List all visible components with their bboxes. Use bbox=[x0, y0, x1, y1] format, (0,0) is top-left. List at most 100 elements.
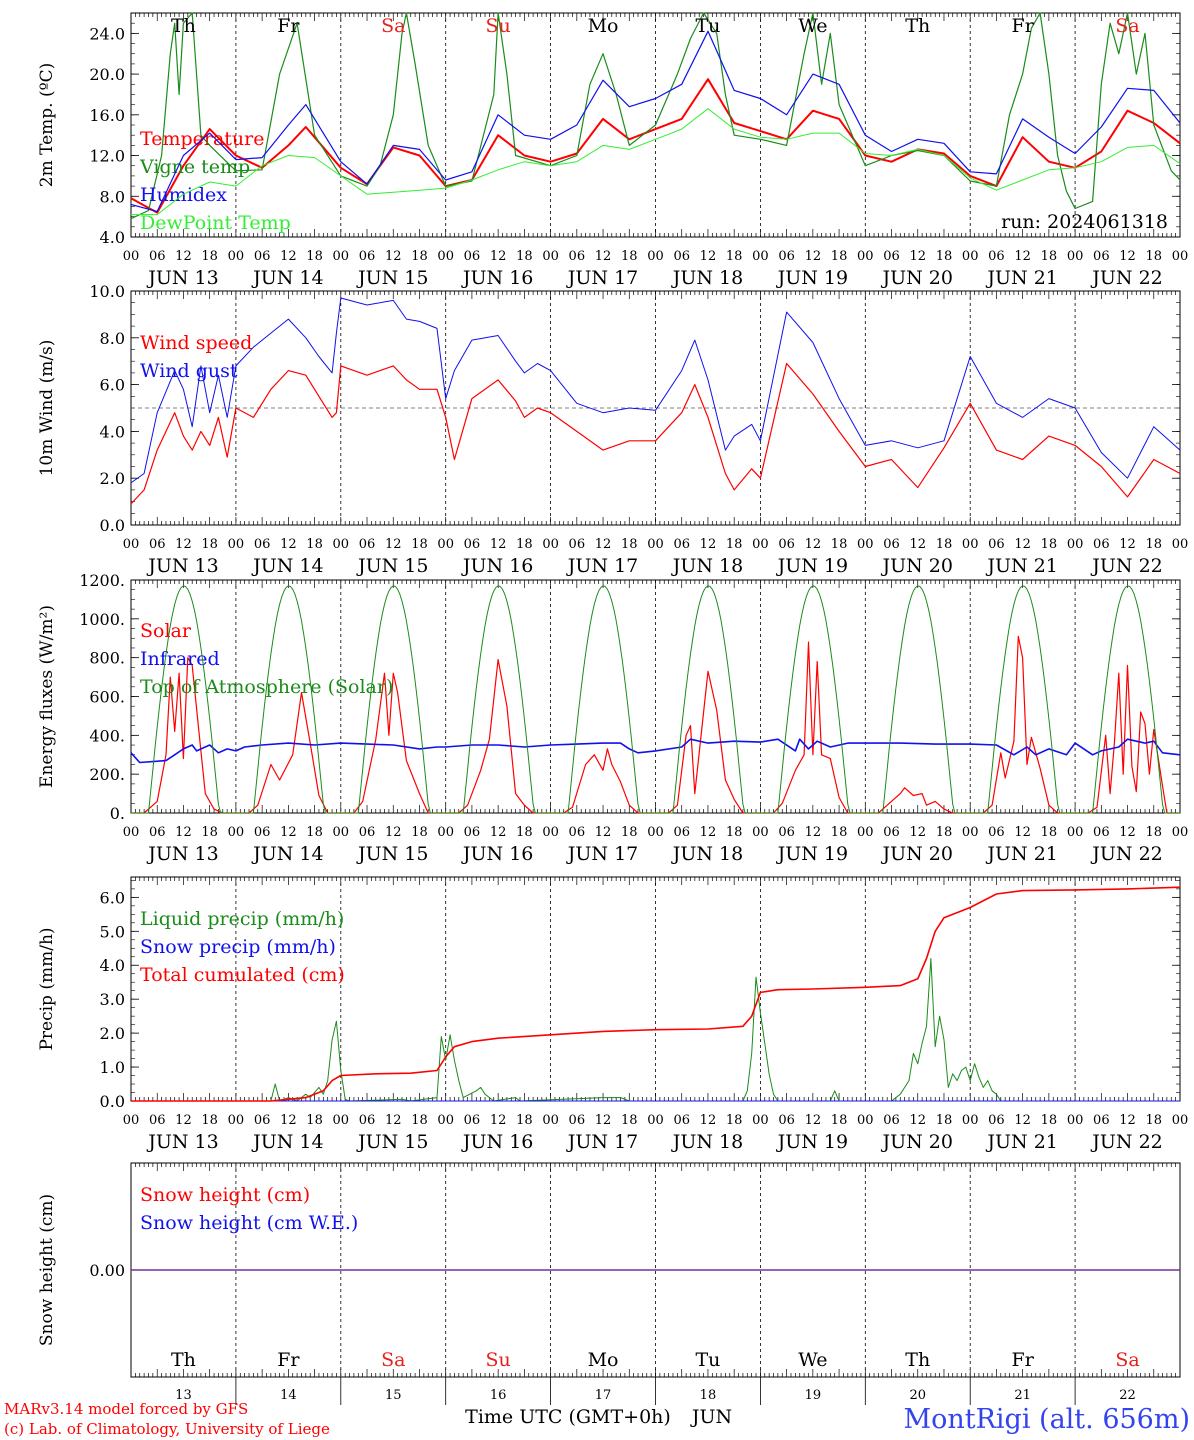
hour-tick-label: 06 bbox=[883, 825, 900, 840]
date-label: JUN 18 bbox=[671, 843, 743, 865]
weekday-label: Sa bbox=[381, 1349, 405, 1371]
y-tick-label: 10.0 bbox=[89, 282, 125, 301]
credit-line: (c) Lab. of Climatology, University of L… bbox=[4, 1420, 330, 1438]
series-line-flux-1 bbox=[130, 738, 1181, 764]
weekday-label: Sa bbox=[1115, 15, 1139, 37]
legend-entry: Total cumulated (cm) bbox=[140, 964, 345, 986]
hour-tick-label: 18 bbox=[516, 825, 533, 840]
day-number: 17 bbox=[595, 1388, 612, 1403]
date-label: JUN 13 bbox=[146, 1131, 218, 1153]
y-tick-label: 4.0 bbox=[100, 956, 125, 975]
hour-tick-label: 12 bbox=[175, 249, 192, 264]
hour-tick-label: 06 bbox=[149, 825, 166, 840]
hour-tick-label: 12 bbox=[280, 825, 297, 840]
hour-tick-label: 18 bbox=[516, 249, 533, 264]
hour-tick-label: 06 bbox=[254, 1113, 271, 1128]
hour-tick-label: 18 bbox=[726, 1113, 743, 1128]
hour-tick-label: 06 bbox=[778, 825, 795, 840]
hour-tick-label: 12 bbox=[490, 1113, 507, 1128]
y-tick-label: 6.0 bbox=[100, 888, 125, 907]
date-label: JUN 22 bbox=[1090, 1131, 1162, 1153]
hour-tick-label: 12 bbox=[490, 537, 507, 552]
hour-tick-label: 06 bbox=[778, 1113, 795, 1128]
hour-tick-label: 00 bbox=[647, 537, 664, 552]
hour-tick-label: 06 bbox=[569, 249, 586, 264]
hour-tick-label: 18 bbox=[831, 825, 848, 840]
hour-tick-label: 12 bbox=[1119, 1113, 1136, 1128]
hour-tick-label: 06 bbox=[359, 537, 376, 552]
legend-entry: Infrared bbox=[140, 648, 220, 670]
date-label: JUN 21 bbox=[985, 267, 1057, 289]
hour-tick-label: 12 bbox=[385, 537, 402, 552]
legend-entry: Snow height (cm) bbox=[140, 1184, 310, 1206]
hour-tick-label: 12 bbox=[595, 1113, 612, 1128]
hour-tick-label: 06 bbox=[569, 537, 586, 552]
hour-tick-label: 06 bbox=[569, 1113, 586, 1128]
hour-tick-label: 00 bbox=[228, 249, 245, 264]
hour-tick-label: 00 bbox=[1172, 537, 1189, 552]
date-label: JUN 15 bbox=[356, 267, 428, 289]
hour-tick-label: 06 bbox=[149, 537, 166, 552]
hour-tick-label: 06 bbox=[464, 249, 481, 264]
hour-tick-label: 18 bbox=[411, 825, 428, 840]
hour-tick-label: 00 bbox=[333, 825, 350, 840]
date-label: JUN 21 bbox=[985, 555, 1057, 577]
date-label: JUN 17 bbox=[566, 555, 638, 577]
hour-tick-label: 00 bbox=[228, 537, 245, 552]
hour-tick-label: 18 bbox=[831, 537, 848, 552]
weekday-label: Mo bbox=[588, 1349, 619, 1371]
y-tick-label: 2.0 bbox=[100, 1024, 125, 1043]
y-tick-label: 0.0 bbox=[100, 516, 125, 535]
hour-tick-label: 00 bbox=[647, 1113, 664, 1128]
date-label: JUN 16 bbox=[461, 1131, 533, 1153]
date-label: JUN 14 bbox=[251, 843, 323, 865]
weekday-label: Tu bbox=[695, 15, 720, 37]
legend-entry: Snow height (cm W.E.) bbox=[140, 1212, 358, 1234]
date-label: JUN 19 bbox=[776, 555, 848, 577]
hour-tick-label: 00 bbox=[542, 825, 559, 840]
y-tick-label: 600. bbox=[89, 688, 125, 707]
hour-tick-label: 00 bbox=[123, 1113, 140, 1128]
date-label: JUN 19 bbox=[776, 267, 848, 289]
weekday-label: Tu bbox=[695, 1349, 720, 1371]
y-tick-label: 4.0 bbox=[100, 228, 125, 247]
hour-tick-label: 06 bbox=[569, 825, 586, 840]
hour-tick-label: 12 bbox=[700, 825, 717, 840]
y-tick-label: 3.0 bbox=[100, 990, 125, 1009]
hour-tick-label: 12 bbox=[909, 249, 926, 264]
hour-tick-label: 00 bbox=[123, 537, 140, 552]
y-tick-label: 1000. bbox=[79, 610, 125, 629]
hour-tick-label: 06 bbox=[464, 537, 481, 552]
hour-tick-label: 00 bbox=[962, 825, 979, 840]
hour-tick-label: 00 bbox=[333, 1113, 350, 1128]
y-axis-title: Precip (mm/h) bbox=[37, 927, 57, 1050]
day-number: 22 bbox=[1119, 1388, 1136, 1403]
weekday-label: Sa bbox=[1115, 1349, 1139, 1371]
date-label: JUN 17 bbox=[566, 843, 638, 865]
panel-flux: 0. 200. 400. 600. 800. 1000. 1200. Energy fluxe… bbox=[37, 571, 1188, 865]
date-label: JUN 20 bbox=[881, 1131, 953, 1153]
date-label: JUN 14 bbox=[251, 555, 323, 577]
hour-tick-label: 06 bbox=[883, 537, 900, 552]
hour-tick-label: 12 bbox=[805, 249, 822, 264]
hour-tick-label: 12 bbox=[805, 537, 822, 552]
hour-tick-label: 06 bbox=[988, 825, 1005, 840]
hour-tick-label: 06 bbox=[1093, 537, 1110, 552]
y-tick-label: 1200. bbox=[79, 571, 125, 590]
hour-tick-label: 00 bbox=[437, 1113, 454, 1128]
y-tick-label: 24.0 bbox=[89, 24, 125, 43]
hour-tick-label: 12 bbox=[595, 537, 612, 552]
hour-tick-label: 18 bbox=[1146, 537, 1163, 552]
date-label: JUN 13 bbox=[146, 555, 218, 577]
hour-tick-label: 06 bbox=[673, 249, 690, 264]
date-label: JUN 18 bbox=[671, 555, 743, 577]
hour-tick-label: 18 bbox=[411, 537, 428, 552]
hour-tick-label: 18 bbox=[1041, 825, 1058, 840]
hour-tick-label: 12 bbox=[385, 825, 402, 840]
series-line-wind-0 bbox=[130, 362, 1181, 505]
date-label: JUN 14 bbox=[251, 1131, 323, 1153]
y-tick-label: 2.0 bbox=[100, 469, 125, 488]
weekday-label: Fr bbox=[1012, 1349, 1035, 1371]
weekday-label: Su bbox=[486, 1349, 511, 1371]
